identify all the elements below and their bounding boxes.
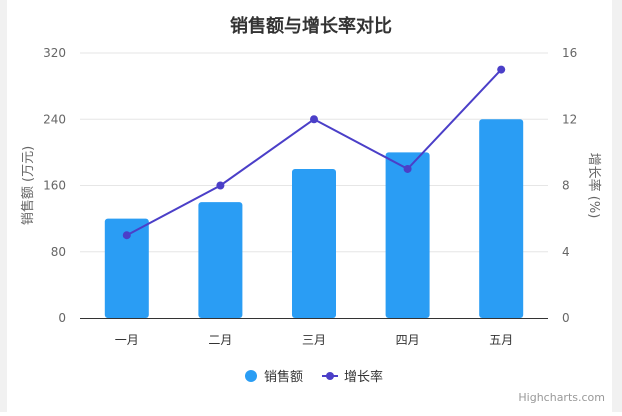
right-axis-tick-label: 0 <box>562 311 570 325</box>
left-axis-tick-label: 240 <box>43 112 66 126</box>
x-axis-label: 四月 <box>396 333 420 347</box>
left-axis-tick-label: 80 <box>51 245 66 259</box>
growth-point-3[interactable] <box>310 115 318 124</box>
bar-5[interactable] <box>479 119 524 318</box>
x-axis-label: 二月 <box>208 333 232 347</box>
right-axis-tick-label: 8 <box>562 179 570 193</box>
chart-title: 销售额与增长率对比 <box>230 15 392 37</box>
growth-point-1[interactable] <box>122 231 131 240</box>
left-axis-title: 销售额 (万元) <box>20 146 36 225</box>
legend-growth-label[interactable]: 增长率 <box>344 369 383 385</box>
right-edge <box>612 0 622 412</box>
right-axis-title: 增长率 (%) <box>586 153 602 219</box>
left-edge <box>0 0 7 412</box>
right-axis-tick-label: 4 <box>562 245 570 259</box>
credits-link[interactable]: Highcharts.com <box>518 391 605 404</box>
growth-point-2[interactable] <box>216 181 225 190</box>
legend-sales-marker <box>245 370 257 382</box>
bars-layer <box>104 119 524 318</box>
legend[interactable]: 销售额 增长率 <box>245 369 383 385</box>
growth-point-4[interactable] <box>403 164 412 173</box>
left-axis-ticks: 0 80 160 240 320 <box>43 46 66 325</box>
legend-growth-marker <box>326 372 334 380</box>
legend-sales-label[interactable]: 销售额 <box>264 369 303 385</box>
x-axis-label: 三月 <box>302 333 326 347</box>
x-axis-label: 五月 <box>489 333 513 347</box>
x-axis-label: 一月 <box>115 333 139 347</box>
left-axis-tick-label: 320 <box>43 46 66 60</box>
line-layer <box>122 65 506 240</box>
right-axis-ticks: 0 4 8 12 16 <box>562 46 577 325</box>
bar-2[interactable] <box>198 202 243 318</box>
x-axis-labels: 一月 二月 三月 四月 五月 <box>115 333 513 347</box>
bar-3[interactable] <box>292 168 336 318</box>
right-axis-tick-label: 16 <box>562 46 577 60</box>
bar-4[interactable] <box>385 152 430 318</box>
bar-1[interactable] <box>104 218 149 318</box>
left-axis-tick-label: 160 <box>43 179 66 193</box>
growth-point-5[interactable] <box>497 65 506 74</box>
left-axis-tick-label: 0 <box>58 311 66 325</box>
right-axis-tick-label: 12 <box>562 112 577 126</box>
